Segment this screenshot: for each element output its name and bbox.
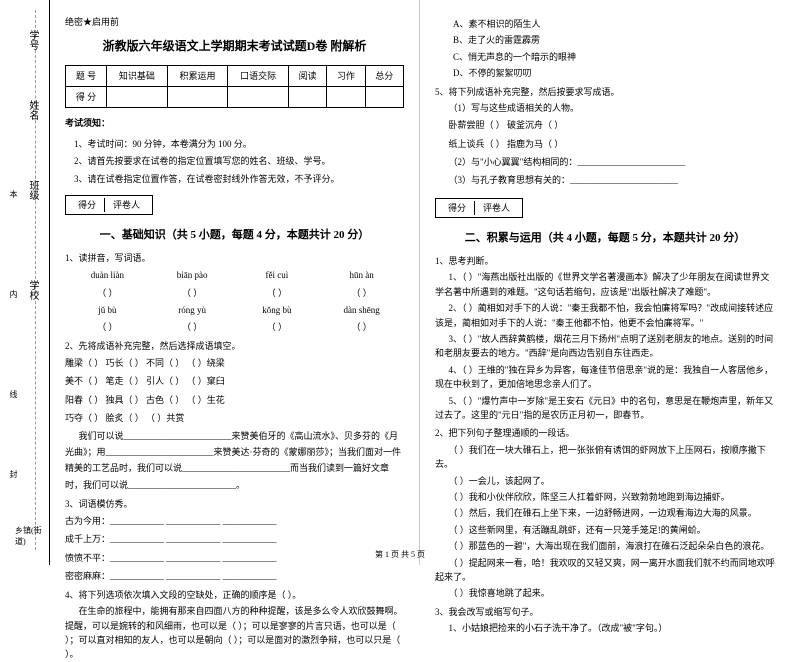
margin-school: 学校 xyxy=(25,280,40,300)
grader-label: 评卷人 xyxy=(105,198,148,212)
idiom-row[interactable]: 巧夺（ ） 脍炙（ ） （ ）共赏 xyxy=(65,410,404,426)
pinyin: hūn àn xyxy=(319,268,404,282)
rewrite-item[interactable]: 1、小姑娘把捡来的小石子洗干净了。（改成"被"字句。） xyxy=(435,621,775,635)
idiom-row[interactable]: 雕梁（ ） 巧长（ ） 不同（ ） （ ）绕梁 xyxy=(65,355,404,371)
option-c[interactable]: C、悄无声息的一个暗示的眼神 xyxy=(435,50,775,64)
th-total: 总分 xyxy=(365,65,403,86)
td-blank[interactable] xyxy=(107,86,168,107)
th-read: 阅读 xyxy=(288,65,326,86)
option-d[interactable]: D、不停的絮絮叨叨 xyxy=(435,66,775,80)
notice-item: 1、考试时间：90 分钟，本卷满分为 100 分。 xyxy=(65,137,404,151)
q5-line[interactable]: 卧薪尝胆（ ） 破釜沉舟（ ） xyxy=(435,117,775,133)
order-item[interactable]: （ ）我们在一块大碓石上，把一张张俯有诱饵的虾网放下上压网石，按顺序撒下去。 xyxy=(435,443,775,472)
judge-item[interactable]: 1、（ ）"海燕出版社出版的《世界文学名著漫画本》解决了少年朋友在阅读世界文学名… xyxy=(435,270,775,299)
margin-town: 乡镇(街道) xyxy=(15,525,49,547)
idiom-row[interactable]: 美不（ ） 笔走（ ） 引人（ ） （ ）窠臼 xyxy=(65,373,404,389)
part1-title: 一、基础知识（共 5 小题，每题 4 分，本题共计 20 分） xyxy=(65,227,404,245)
q1-stem: 1、读拼音，写词语。 xyxy=(65,251,404,265)
cut-mark: 内 xyxy=(8,290,19,298)
order-item[interactable]: （ ）然后，我们在碓石上坐下来，一边舒畅进网，一边观看海边大海的风景。 xyxy=(435,506,775,520)
pinyin: róng yù xyxy=(150,303,235,317)
q4-stem: 4、将下列选项依次填入文段的空缺处，正确的顺序是（ ）。 xyxy=(65,588,404,602)
order-item[interactable]: （ ）一会儿，该起网了。 xyxy=(435,474,775,488)
pinyin: jǔ bù xyxy=(65,303,150,317)
pinyin: dàn shēng xyxy=(319,303,404,317)
th-write: 习作 xyxy=(327,65,365,86)
order-item[interactable]: （ ）我惊喜地跳了起来。 xyxy=(435,586,775,600)
answer-paren[interactable]: （ ） xyxy=(150,286,235,300)
part2-title: 二、积累与运用（共 4 小题，每题 5 分，本题共计 20 分） xyxy=(435,230,775,248)
answer-paren[interactable]: （ ） xyxy=(235,320,320,334)
q5-sub1: （1）写与这些成语相关的人物。 xyxy=(435,101,775,115)
td-blank[interactable] xyxy=(228,86,289,107)
td-blank[interactable] xyxy=(327,86,365,107)
q2-stem: 2、把下列句子整理通顺的一段话。 xyxy=(435,426,775,440)
order-item[interactable]: （ ）提起网来一看，哈！我欢叹的又轻又爽，网一离开水面我们就不约而同地欢呼起来了… xyxy=(435,556,775,585)
q2-paragraph[interactable]: 我们可以说________________________来赞美伯牙的《高山流水… xyxy=(65,428,404,493)
q5-stem: 5、将下列成语补充完整，然后按要求写成语。 xyxy=(435,85,775,99)
th-num: 题 号 xyxy=(66,65,107,86)
q1-stem: 1、思考判断。 xyxy=(435,254,775,268)
answer-paren[interactable]: （ ） xyxy=(65,286,150,300)
answer-paren[interactable]: （ ） xyxy=(319,286,404,300)
word-imit-row[interactable]: 愤愤不平：____________ ____________ _________… xyxy=(65,550,404,566)
exam-title: 浙教版六年级语文上学期期末考试试题D卷 附解析 xyxy=(65,37,404,56)
word-imit-row[interactable]: 古为今用：____________ ____________ _________… xyxy=(65,513,404,529)
q5-line[interactable]: 纸上谈兵（ ） 指鹿为马（ ） xyxy=(435,136,775,152)
cut-mark: 本 xyxy=(8,190,19,198)
option-a[interactable]: A、素不相识的陌生人 xyxy=(435,17,775,31)
th-oral: 口语交际 xyxy=(228,65,289,86)
pinyin: duàn liàn xyxy=(65,268,150,282)
order-item[interactable]: （ ）我和小伙伴欣欣，陈坚三人扛着虾网，兴致勃勃地跑到海边捕虾。 xyxy=(435,490,775,504)
pinyin: biān pào xyxy=(150,268,235,282)
score-table: 题 号 知识基础 积累运用 口语交际 阅读 习作 总分 得 分 xyxy=(65,65,404,109)
pinyin: fěi cuì xyxy=(235,268,320,282)
td-blank[interactable] xyxy=(365,86,403,107)
order-item[interactable]: （ ）这些新网里，有活蹦乱跳虾，还有一只笼手笼足!的黄闸蚧。 xyxy=(435,523,775,537)
order-item[interactable]: （ ）那蓝色的一碧"，大海出现在我们面前，海浪打在碓石泛起朵朵白色的浪花。 xyxy=(435,539,775,553)
judge-item[interactable]: 5、（ ）"爆竹声中一岁除"是王安石《元日》中的名句，意思是在鞭炮声里，新年又过… xyxy=(435,394,775,423)
pinyin: kǒng bù xyxy=(235,303,320,317)
answer-paren[interactable]: （ ） xyxy=(319,320,404,334)
answer-paren[interactable]: （ ） xyxy=(235,286,320,300)
answer-paren[interactable]: （ ） xyxy=(150,320,235,334)
score-entry-box: 得分评卷人 xyxy=(435,198,523,218)
th-basic: 知识基础 xyxy=(107,65,168,86)
grader-label: 评卷人 xyxy=(475,201,518,215)
cut-mark: 封 xyxy=(8,470,19,478)
page-footer: 第 1 页 共 5 页 xyxy=(375,549,425,560)
cut-mark: 线 xyxy=(8,390,19,398)
judge-item[interactable]: 4、（ ）王维的"独在异乡为异客，每逢佳节倍思亲"说的是：我独自一人客居他乡，现… xyxy=(435,363,775,392)
secret-note: 绝密★启用前 xyxy=(65,15,404,29)
judge-item[interactable]: 3、（ ）"故人西辞黄鹤楼，烟花三月下扬州"点明了送别老朋友的地点。送别的时间和… xyxy=(435,332,775,361)
score-entry-box: 得分评卷人 xyxy=(65,195,153,215)
answer-paren[interactable]: （ ） xyxy=(65,320,150,334)
q2-stem: 2、先将成语补充完整，然后选择成语填空。 xyxy=(65,339,404,353)
q3-stem: 3、词语模仿秀。 xyxy=(65,497,404,511)
q5-sub2[interactable]: （2）与"小心翼翼"结构相同的：________________________ xyxy=(435,154,775,170)
idiom-row[interactable]: 阳春（ ） 独具（ ） 古色（ ） （ ）生花 xyxy=(65,392,404,408)
notice-item: 3、请在试卷指定位置作答，在试卷密封线外作答无效，不予评分。 xyxy=(65,172,404,186)
td-blank[interactable] xyxy=(167,86,228,107)
q4-passage: 在生命的旅程中，能拥有那来自四面八方的种种提醒，该是多么令人欢欣鼓舞啊。提醒，可… xyxy=(65,604,404,662)
judge-item[interactable]: 2、（ ）蔺相如对手下的人说："秦王我都不怕，我会怕廉将军吗？"改成间接转述应该… xyxy=(435,301,775,330)
td-blank[interactable] xyxy=(288,86,326,107)
th-accum: 积累运用 xyxy=(167,65,228,86)
td-score-label: 得 分 xyxy=(66,86,107,107)
notice-title: 考试须知： xyxy=(65,116,404,130)
score-label: 得分 xyxy=(70,198,105,212)
q5-sub3[interactable]: （3）与孔子教育思想有关的：________________________ xyxy=(435,172,775,188)
word-imit-row[interactable]: 成千上万：____________ ____________ _________… xyxy=(65,531,404,547)
margin-name: 姓名 xyxy=(25,100,40,120)
margin-class: 班级 xyxy=(25,180,40,200)
q3-stem: 3、我会改写或缩写句子。 xyxy=(435,605,775,619)
word-imit-row[interactable]: 密密麻麻：____________ ____________ _________… xyxy=(65,568,404,584)
option-b[interactable]: B、走了火的雷霆霹雳 xyxy=(435,33,775,47)
margin-student-id: 学号 xyxy=(25,30,40,50)
notice-item: 2、请首先按要求在试卷的指定位置填写您的姓名、班级、学号。 xyxy=(65,154,404,168)
score-label: 得分 xyxy=(440,201,475,215)
